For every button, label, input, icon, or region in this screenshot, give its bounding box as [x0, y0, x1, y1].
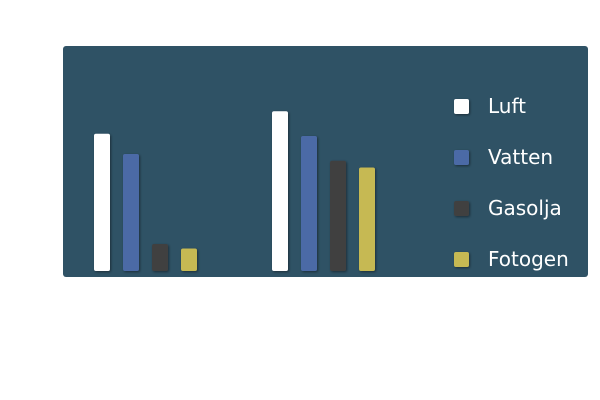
- legend-label-fotogen: Fotogen: [488, 247, 569, 271]
- bar-vatten-2: [301, 136, 317, 271]
- legend-label-luft: Luft: [488, 94, 526, 118]
- legend-swatch-gasolja: [454, 201, 469, 216]
- bars-group: [94, 111, 375, 271]
- bar-fotogen-1: [181, 248, 197, 271]
- bar-luft-1: [94, 133, 110, 271]
- legend-swatch-fotogen: [454, 252, 469, 267]
- legend-label-gasolja: Gasolja: [488, 196, 562, 220]
- bar-vatten-1: [123, 154, 139, 271]
- bar-luft-2: [272, 111, 288, 271]
- legend: Luft Vatten Gasolja Fotogen: [454, 94, 569, 271]
- legend-swatch-vatten: [454, 150, 469, 165]
- legend-swatch-luft: [454, 99, 469, 114]
- bar-gasolja-1: [152, 244, 168, 271]
- bar-gasolja-2: [330, 160, 346, 271]
- legend-label-vatten: Vatten: [488, 145, 553, 169]
- bar-fotogen-2: [359, 167, 375, 271]
